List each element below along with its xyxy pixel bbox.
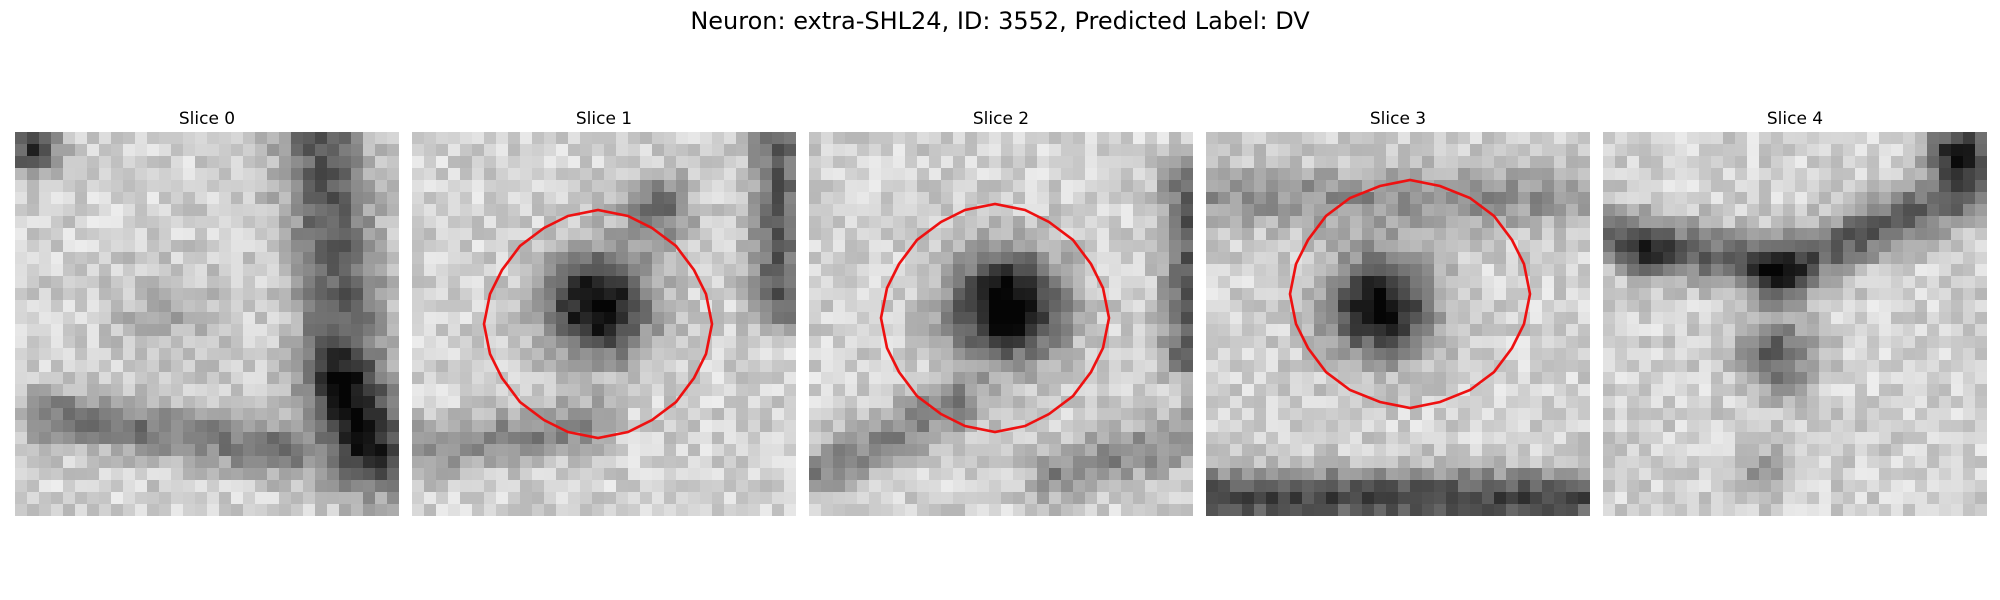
slice-image [809,132,1193,516]
slice-panel-2: Slice 2 [809,108,1193,516]
slice-panel-4: Slice 4 [1603,108,1987,516]
slice-title: Slice 0 [178,109,236,129]
roi-outline [879,202,1111,434]
slice-panel-3: Slice 3 [1206,108,1590,516]
slice-title: Slice 1 [575,109,633,129]
slice-image [1603,132,1987,516]
slice-title: Slice 2 [972,109,1030,129]
figure-title: Neuron: extra-SHL24, ID: 3552, Predicted… [690,7,1310,35]
slice-image [15,132,399,516]
slice-image [1206,132,1590,516]
slice-title: Slice 4 [1766,109,1824,129]
slice-panel-1: Slice 1 [412,108,796,516]
slice-image [412,132,796,516]
slice-title: Slice 3 [1369,109,1427,129]
roi-outline [1288,178,1532,410]
roi-outline [482,208,714,440]
slice-panel-0: Slice 0 [15,108,399,516]
